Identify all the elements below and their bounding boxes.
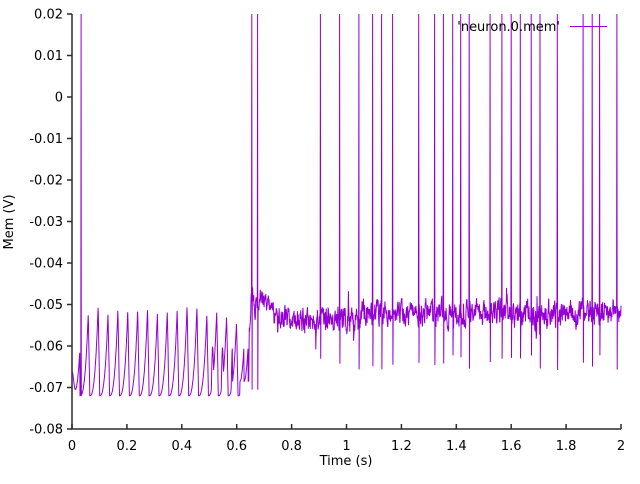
- x-tick-label: 0.6: [226, 439, 247, 454]
- y-tick-label: 0.02: [34, 8, 63, 23]
- x-tick-label: 1.4: [446, 439, 467, 454]
- x-tick-label: 2: [617, 439, 625, 454]
- x-tick-label: 0.8: [281, 439, 302, 454]
- y-tick-label: -0.08: [29, 423, 63, 438]
- legend-series-label: 'neuron.0.mem': [457, 20, 560, 35]
- x-tick-label: 1.8: [556, 439, 577, 454]
- axis-ticks: 0.02 0.01 0 -0.01 -0.02 -0.03 -0.04 -0.05 -0.06 -…: [29, 8, 625, 455]
- x-axis-label: Time (s): [319, 454, 373, 469]
- y-axis-label: Mem (V): [2, 194, 17, 249]
- y-tick-label: -0.01: [29, 132, 63, 147]
- y-tick-label: 0: [55, 91, 63, 106]
- y-tick-label: 0.01: [34, 49, 63, 64]
- y-tick-label: -0.04: [29, 257, 63, 272]
- x-tick-label: 1.2: [391, 439, 412, 454]
- x-tick-label: 0.4: [171, 439, 192, 454]
- membrane-trace-series: [71, 13, 622, 397]
- y-tick-label: -0.02: [29, 174, 63, 189]
- y-tick-label: -0.06: [29, 340, 63, 355]
- y-tick-label: -0.07: [29, 381, 63, 396]
- x-tick-label: 0: [68, 439, 76, 454]
- x-tick-label: 0.2: [117, 439, 138, 454]
- y-tick-label: -0.05: [29, 298, 63, 313]
- x-tick-label: 1.6: [501, 439, 522, 454]
- y-tick-label: -0.03: [29, 215, 63, 230]
- x-tick-label: 1: [342, 439, 350, 454]
